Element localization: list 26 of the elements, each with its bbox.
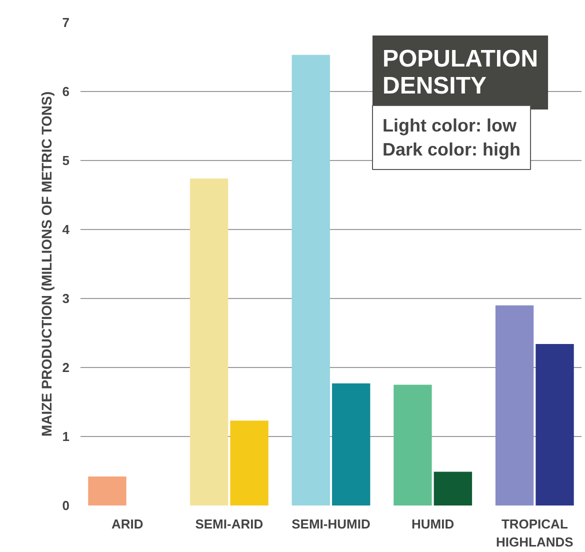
bar bbox=[332, 383, 370, 506]
y-tick-label: 1 bbox=[62, 429, 70, 444]
y-axis-title: MAIZE PRODUCTION (MILLIONS OF METRIC TONS) bbox=[38, 91, 54, 437]
x-tick-label: ARID bbox=[111, 516, 144, 532]
bar bbox=[394, 384, 432, 506]
bar bbox=[88, 476, 126, 506]
y-tick-label: 0 bbox=[62, 498, 70, 513]
bar bbox=[292, 54, 330, 506]
x-tick-label: SEMI-HUMID bbox=[292, 516, 370, 532]
y-tick-label: 4 bbox=[62, 222, 70, 237]
y-tick-label: 7 bbox=[62, 15, 70, 30]
annotation: Light color: low bbox=[382, 116, 518, 136]
legend-title: POPULATION DENSITY bbox=[382, 46, 538, 100]
x-tick-label: SEMI-ARID bbox=[195, 516, 264, 532]
y-tick-label: 6 bbox=[62, 84, 70, 99]
y-tick-label: 3 bbox=[62, 291, 70, 306]
x-tick-label: HUMID bbox=[412, 516, 454, 532]
x-tick-label: TROPICAL HIGHLANDS bbox=[496, 516, 574, 550]
bar bbox=[434, 472, 472, 506]
annotation: Dark color: high bbox=[382, 140, 521, 160]
bar bbox=[495, 305, 534, 506]
y-tick-label: 2 bbox=[62, 360, 70, 375]
y-tick-label: 5 bbox=[62, 153, 70, 168]
bar bbox=[536, 344, 574, 506]
bar bbox=[230, 420, 268, 506]
bar bbox=[190, 178, 228, 506]
